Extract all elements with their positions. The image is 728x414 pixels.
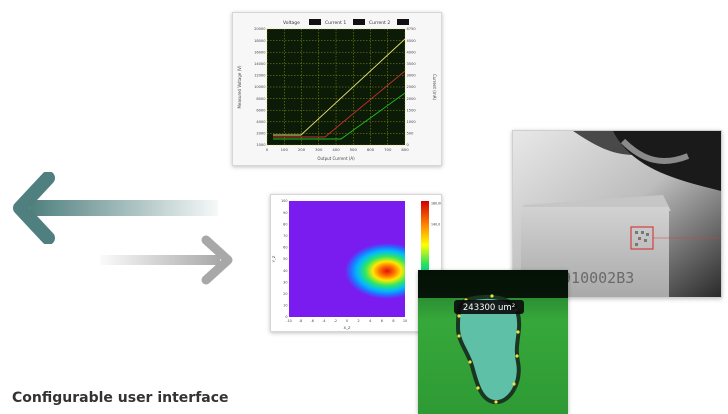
x-tick-label: 200	[298, 147, 306, 152]
y-left-tick-label: 14000	[254, 62, 266, 66]
serial-number: 0910002B3	[553, 269, 634, 287]
heat-x-tick: 6	[381, 319, 383, 323]
y-left-tick-label: 16000	[254, 50, 266, 54]
heat-y-tick: 60	[283, 246, 287, 250]
x-tick-label: 0	[266, 147, 269, 152]
x-axis-label: Output Current (A)	[317, 156, 355, 161]
y-right-tick-label: 0	[407, 143, 410, 147]
heat-x-tick: 4	[369, 319, 371, 323]
heat-x-tick: -6	[311, 319, 314, 323]
camera-image: 0910002B3	[512, 130, 722, 298]
heat-x-tick: -4	[322, 319, 325, 323]
heat-x-tick: 8	[392, 319, 394, 323]
y-right-tick-label: 500	[407, 132, 415, 136]
heat-x-tick: 0	[346, 319, 348, 323]
x-tick-label: 600	[367, 147, 375, 152]
legend-current-1: Current 1	[325, 20, 346, 26]
heat-y-tick: 70	[283, 234, 287, 238]
y-left-axis-label: Measured Voltage (V)	[237, 65, 242, 108]
legend-voltage: Voltage	[283, 20, 300, 26]
heat-y-tick: 80	[283, 222, 287, 226]
y-right-axis-label: Current (mA)	[432, 74, 437, 100]
heat-y-tick: 10	[283, 304, 287, 308]
y-right-tick-label: 2500	[407, 85, 417, 89]
heat-x-tick: -8	[299, 319, 302, 323]
y-right-tick-label: 4000	[407, 50, 417, 54]
heat-x-tick: -2	[334, 319, 337, 323]
y-left-tick-label: 10000	[254, 85, 266, 89]
colorbar-tick: 140.0	[431, 222, 440, 226]
y-right-tick-label: 3000	[407, 74, 417, 78]
heat-x-tick: -10	[286, 319, 292, 323]
y-right-tick-label: 4500	[407, 39, 417, 43]
y-left-tick-label: 1000	[256, 143, 266, 147]
x-tick-label: 100	[281, 147, 289, 152]
x-tick-label: 400	[332, 147, 340, 152]
heat-y-tick: 100	[281, 199, 287, 203]
colorbar-tick: 180.00	[431, 202, 441, 206]
x-tick-label: 700	[384, 147, 392, 152]
area-measurement: 243300 um²	[463, 303, 515, 313]
left-arrow-icon	[13, 172, 218, 244]
heat-y-label: Y_Z	[271, 255, 276, 262]
page-caption: Configurable user interface	[12, 390, 229, 406]
voltage-current-chart: Voltage Current 1 Current 2 20000 18000 16…	[232, 12, 442, 166]
heat-x-label: X_Z	[343, 325, 350, 330]
x-tick-label: 500	[350, 147, 358, 152]
current-1-line	[273, 70, 406, 138]
heat-y-tick: 30	[283, 280, 287, 284]
y-right-tick-label: 4750	[407, 27, 417, 31]
heat-x-tick: 10	[403, 319, 407, 323]
y-right-tick-label: 2000	[407, 97, 417, 101]
heat-y-tick: 50	[283, 257, 287, 261]
y-right-tick-label: 3500	[407, 62, 417, 66]
heat-y-tick: 40	[283, 269, 287, 273]
chart-legend: Voltage Current 1 Current 2	[283, 19, 409, 26]
x-tick-label: 300	[315, 147, 323, 152]
y-left-tick-label: 18000	[254, 39, 266, 43]
heat-y-tick: 90	[283, 211, 287, 215]
voltage-line	[273, 38, 406, 136]
y-right-tick-label: 1000	[407, 120, 417, 124]
heat-y-tick: 0	[285, 315, 287, 319]
heatmap-hotspot	[345, 243, 405, 299]
y-left-tick-label: 8000	[256, 97, 266, 101]
y-left-tick-label: 4000	[256, 120, 266, 124]
legend-current-2: Current 2	[369, 20, 390, 26]
colorbar	[421, 201, 429, 317]
y-left-tick-label: 2000	[256, 132, 266, 136]
particle-image: 243300 um²	[418, 270, 568, 414]
current-2-line	[273, 92, 406, 140]
y-left-tick-label: 12000	[254, 74, 266, 78]
heat-x-tick: 2	[358, 319, 360, 323]
heat-y-tick: 20	[283, 292, 287, 296]
y-left-tick-label: 6000	[256, 108, 266, 112]
x-tick-label: 800	[401, 147, 409, 152]
right-arrow-icon	[100, 235, 233, 285]
y-left-tick-label: 20000	[254, 27, 266, 31]
y-right-tick-label: 1500	[407, 108, 417, 112]
